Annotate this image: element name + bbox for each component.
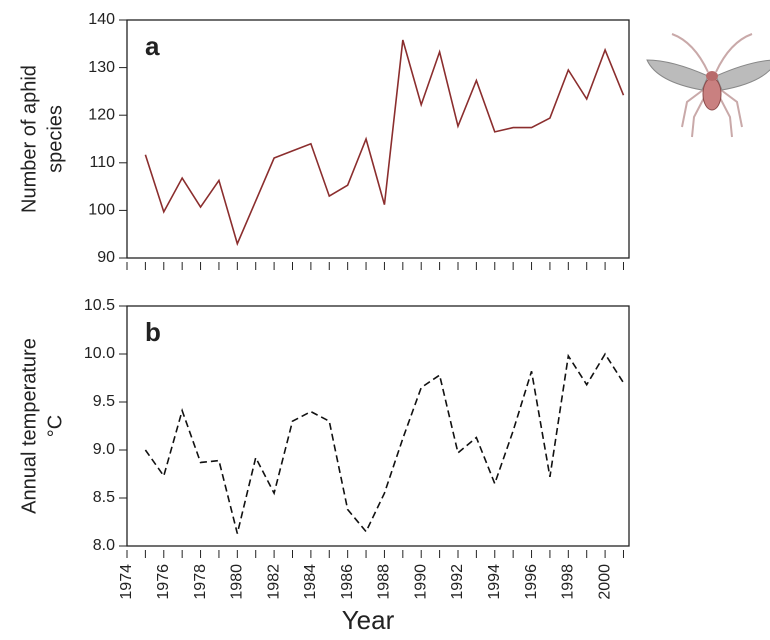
y-axis-label: Number of aphid [18, 65, 40, 213]
data-line [144, 39, 625, 247]
y-tick-label: 9.5 [93, 393, 115, 410]
x-tick-label: 1980 [229, 564, 246, 600]
x-tick-label: 2000 [596, 564, 613, 600]
x-tick-label: 1998 [560, 564, 577, 600]
plot-frame [126, 19, 630, 259]
x-tick-label: 1982 [265, 564, 282, 600]
y-axis-label: °C [44, 415, 66, 437]
x-tick-label: 1988 [376, 564, 393, 600]
y-tick-label: 8.5 [93, 489, 115, 506]
x-tick-label: 1984 [302, 564, 319, 600]
x-tick-label: 1992 [449, 564, 466, 600]
x-tick-label: 1996 [523, 564, 540, 600]
y-tick-label: 90 [97, 249, 115, 266]
y-tick-label: 130 [88, 59, 115, 76]
y-axis-label: Annual temperature [18, 338, 40, 514]
y-tick-label: 140 [88, 11, 115, 28]
x-tick-label: 1990 [412, 564, 429, 600]
y-tick-label: 120 [88, 106, 115, 123]
panel-letter: a [145, 31, 160, 61]
y-tick-label: 9.0 [93, 441, 115, 458]
y-tick-label: 8.0 [93, 537, 115, 554]
x-axis-label: Year [342, 605, 395, 635]
y-tick-label: 10.0 [84, 345, 115, 362]
y-tick-label: 10.5 [84, 297, 115, 314]
y-tick-label: 100 [88, 202, 115, 219]
data-line [144, 352, 625, 534]
x-tick-label: 1978 [192, 564, 209, 600]
x-tick-label: 1986 [339, 564, 356, 600]
panel-letter: b [145, 317, 161, 347]
y-axis-label: species [44, 105, 66, 173]
x-tick-label: 1994 [486, 564, 503, 600]
plot-frame [126, 305, 630, 547]
x-tick-label: 1976 [155, 564, 172, 600]
aphid-icon [646, 33, 770, 138]
y-tick-label: 110 [89, 154, 115, 171]
x-tick-label: 1974 [118, 564, 135, 600]
